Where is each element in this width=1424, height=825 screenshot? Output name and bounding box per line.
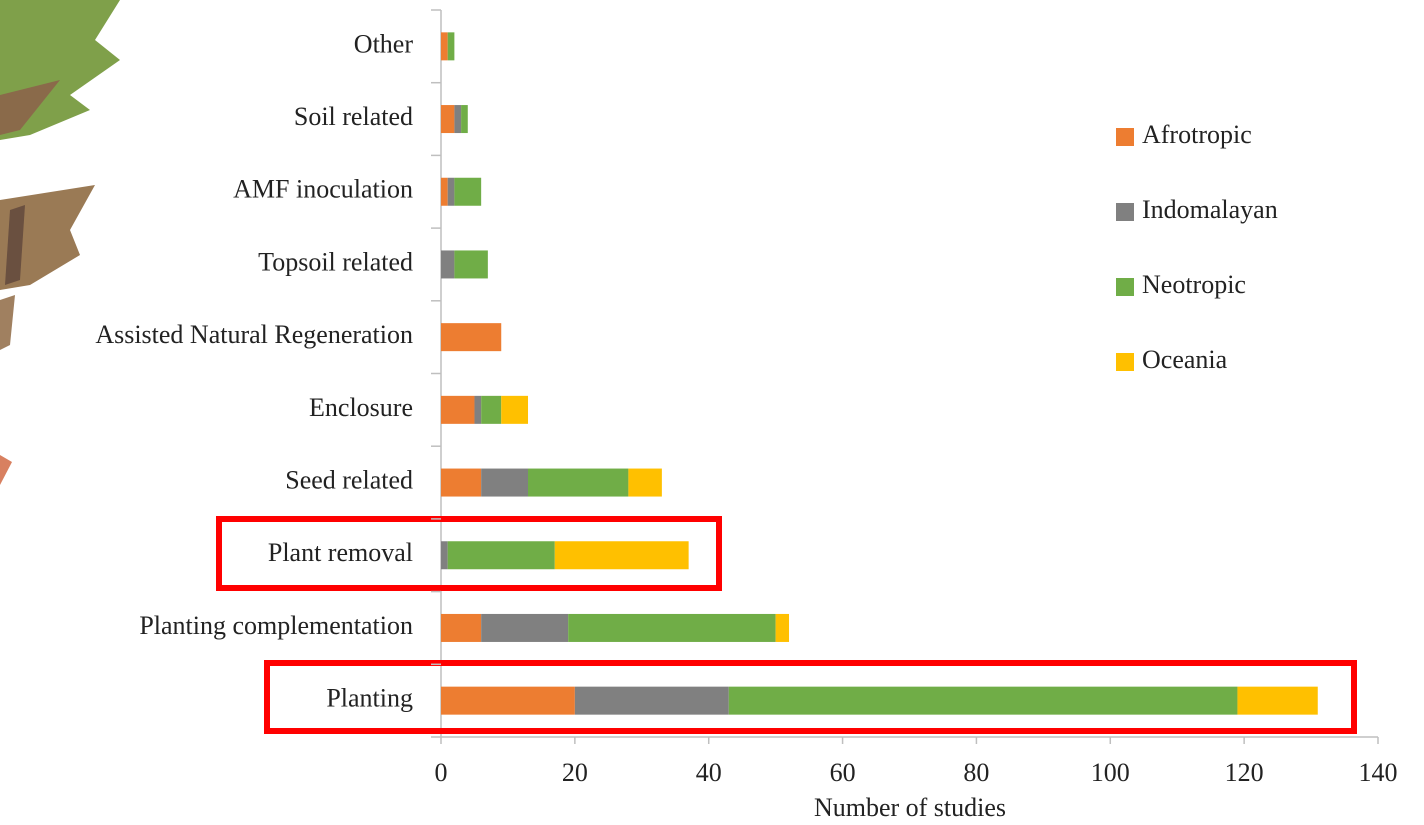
bar-segment [441, 32, 448, 61]
bar-segment [1237, 686, 1318, 715]
x-tick-label: 20 [562, 758, 588, 787]
legend-swatch [1116, 353, 1134, 371]
y-tick-label: Planting [326, 684, 413, 713]
y-tick-label: Planting complementation [139, 611, 413, 640]
bar-segment [454, 250, 488, 279]
bar-segment [447, 32, 455, 61]
bar-segment [441, 177, 448, 206]
bar-segment [441, 613, 482, 642]
legend-swatch [1116, 203, 1134, 221]
y-tick-label: Soil related [294, 102, 413, 131]
bar-segment [474, 395, 482, 424]
bar-segment [441, 105, 455, 134]
y-tick-label: Topsoil related [258, 247, 413, 276]
x-tick-label: 0 [435, 758, 448, 787]
highlight-box [264, 660, 1357, 734]
highlight-box [216, 516, 722, 591]
bar-segment [481, 395, 502, 424]
bar-segment [447, 541, 555, 570]
bar-segment [568, 613, 776, 642]
legend-label: Indomalayan [1142, 195, 1278, 224]
bar-segment [441, 323, 502, 352]
legend-swatch [1116, 278, 1134, 296]
x-tick-label: 80 [963, 758, 989, 787]
legend-label: Neotropic [1142, 270, 1246, 299]
bar-segment [441, 468, 482, 497]
y-tick-label: Enclosure [309, 393, 413, 422]
x-axis-label: Number of studies [814, 793, 1006, 822]
bar-segment [574, 686, 729, 715]
x-tick-label: 140 [1359, 758, 1398, 787]
leaf-decoration [0, 0, 120, 485]
bar-segment [501, 395, 529, 424]
bar-segment [628, 468, 662, 497]
bar-segment [441, 541, 448, 570]
bar-segment [447, 177, 455, 206]
y-tick-label: AMF inoculation [233, 175, 413, 204]
legend-label: Oceania [1142, 345, 1228, 374]
bar-segment [481, 613, 569, 642]
legend-label: Afrotropic [1142, 120, 1252, 149]
x-tick-label: 100 [1091, 758, 1130, 787]
x-tick-label: 120 [1225, 758, 1264, 787]
legend-swatch [1116, 128, 1134, 146]
y-tick-label: Plant removal [268, 538, 413, 567]
bar-segment [441, 395, 475, 424]
y-tick-label: Seed related [285, 466, 413, 495]
bar-segment [461, 105, 468, 134]
x-tick-label: 60 [830, 758, 856, 787]
bar-segment [481, 468, 529, 497]
bar-segment [775, 613, 790, 642]
bar-segment [441, 250, 455, 279]
y-tick-label: Other [354, 29, 414, 58]
bar-segment [454, 105, 462, 134]
bar-segment [728, 686, 1238, 715]
bar-segment [441, 686, 575, 715]
bar-segment [454, 177, 482, 206]
bar-segment [528, 468, 629, 497]
x-tick-label: 40 [696, 758, 722, 787]
y-tick-label: Assisted Natural Regeneration [95, 320, 413, 349]
bar-segment [554, 541, 689, 570]
